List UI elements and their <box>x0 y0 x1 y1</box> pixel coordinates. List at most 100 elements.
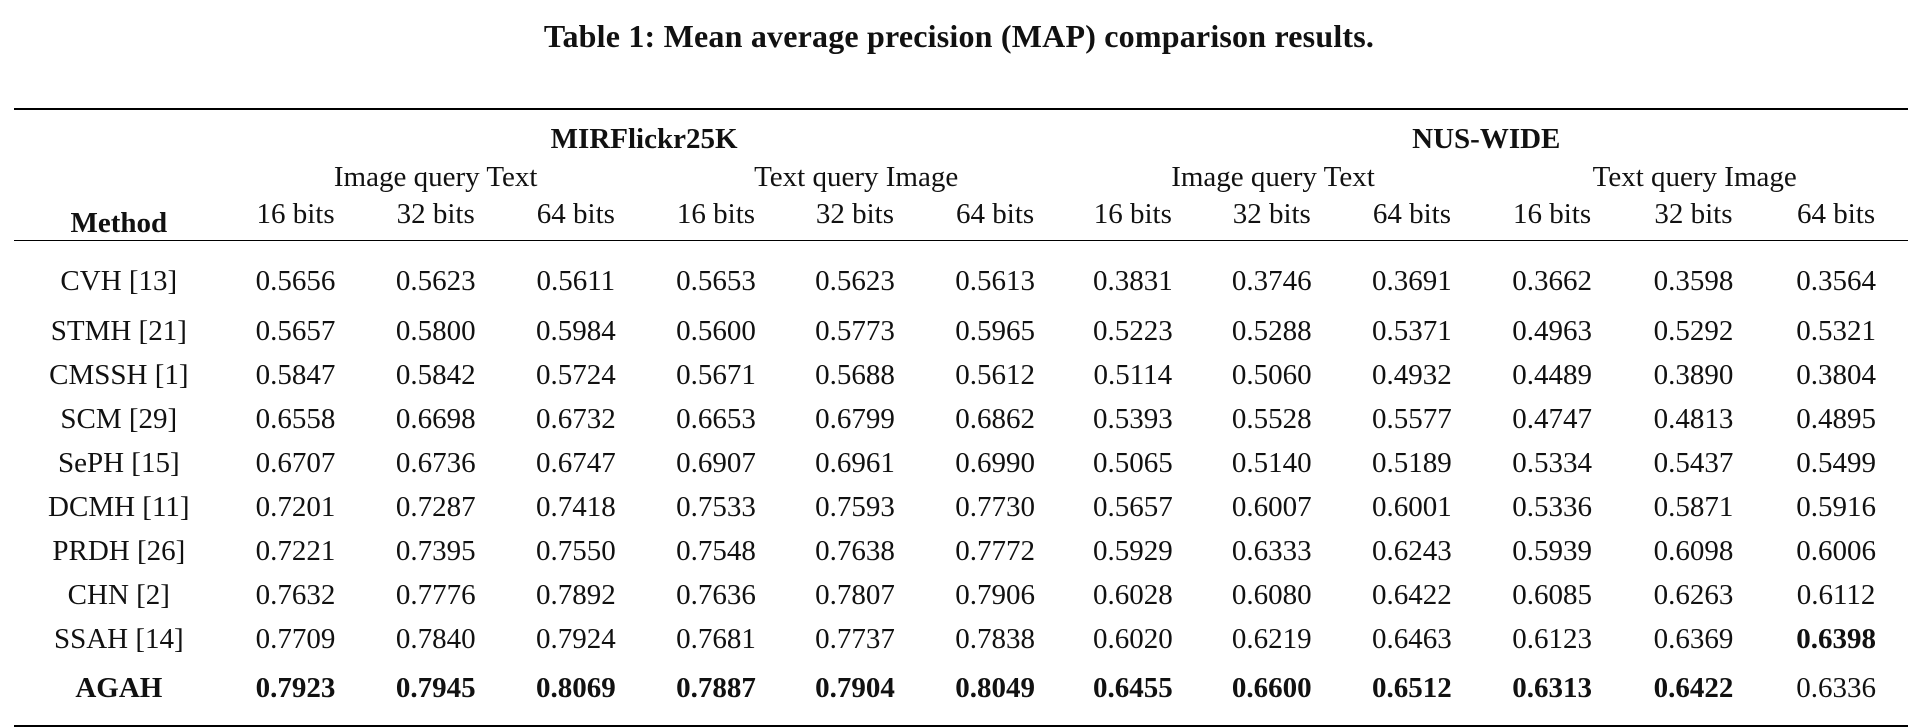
map-value-cell: 0.7636 <box>676 578 756 611</box>
map-value-cell: 0.7772 <box>955 534 1035 567</box>
map-value-cell: 0.6333 <box>1231 534 1312 567</box>
method-name-cell: SSAH [14] <box>53 622 184 655</box>
bits-header: 64 bits <box>1372 198 1451 230</box>
map-value-cell: 0.5613 <box>955 264 1035 297</box>
bits-header: 32 bits <box>1654 198 1733 230</box>
map-value-cell: 0.3691 <box>1372 264 1452 297</box>
direction-header: Text query Image <box>754 160 959 193</box>
map-value-cell: 0.6512 <box>1372 671 1452 704</box>
method-name-cell: CHN [2] <box>67 578 170 611</box>
map-value-cell: 0.5929 <box>1092 534 1173 567</box>
map-value-cell: 0.5292 <box>1653 314 1734 347</box>
map-value-cell: 0.7807 <box>815 578 895 611</box>
bits-header: 16 bits <box>1093 198 1172 230</box>
map-value-cell: 0.6313 <box>1512 671 1592 704</box>
bits-header: 16 bits <box>1513 198 1592 230</box>
map-value-cell: 0.6422 <box>1653 671 1734 704</box>
table-row: CVH [13] 0.5656 0.5623 0.5611 0.5653 0.5623 0.… <box>14 241 1908 310</box>
map-value-cell: 0.6006 <box>1796 534 1876 567</box>
map-value-cell: 0.7287 <box>395 490 476 523</box>
map-value-cell: 0.7892 <box>535 578 616 611</box>
map-value-cell: 0.7533 <box>676 490 756 523</box>
map-value-cell: 0.6736 <box>395 446 476 479</box>
map-value-cell: 0.4932 <box>1372 358 1452 391</box>
map-value-cell: 0.3804 <box>1796 358 1876 391</box>
map-value-cell: 0.3598 <box>1653 264 1734 297</box>
map-value-cell: 0.4747 <box>1512 402 1592 435</box>
map-value-cell: 0.5965 <box>955 314 1035 347</box>
map-value-cell: 0.7550 <box>535 534 616 567</box>
bits-header: 32 bits <box>396 198 475 230</box>
map-value-cell: 0.6020 <box>1092 622 1173 655</box>
map-value-cell: 0.6085 <box>1512 578 1592 611</box>
map-value-cell: 0.5984 <box>535 314 616 347</box>
map-value-cell: 0.5065 <box>1092 446 1173 479</box>
map-value-cell: 0.5656 <box>255 264 336 297</box>
map-value-cell: 0.5060 <box>1231 358 1312 391</box>
map-value-cell: 0.5288 <box>1231 314 1312 347</box>
map-value-cell: 0.5688 <box>815 358 895 391</box>
map-value-cell: 0.6263 <box>1653 578 1734 611</box>
map-value-cell: 0.5437 <box>1653 446 1734 479</box>
table-caption: Table 1: Mean average precision (MAP) co… <box>543 18 1375 54</box>
map-value-cell: 0.3746 <box>1231 264 1312 297</box>
direction-header: Image query Text <box>333 160 538 193</box>
map-value-cell: 0.3564 <box>1796 264 1876 297</box>
map-value-cell: 0.7632 <box>255 578 336 611</box>
map-value-cell: 0.5140 <box>1231 446 1312 479</box>
map-value-cell: 0.5916 <box>1796 490 1876 523</box>
map-value-cell: 0.6732 <box>535 402 616 435</box>
dataset-header-nuswide: NUS-WIDE <box>1412 123 1561 155</box>
map-value-cell: 0.7923 <box>255 671 336 704</box>
map-value-cell: 0.5499 <box>1796 446 1876 479</box>
table-body: CVH [13] 0.5656 0.5623 0.5611 0.5653 0.5623 0.… <box>14 241 1908 726</box>
map-value-cell: 0.8069 <box>535 671 616 704</box>
map-value-cell: 0.5871 <box>1653 490 1734 523</box>
map-value-cell: 0.5939 <box>1512 534 1592 567</box>
map-value-cell: 0.6698 <box>395 402 476 435</box>
map-value-cell: 0.5623 <box>395 264 476 297</box>
map-value-cell: 0.6001 <box>1372 490 1452 523</box>
method-name-cell: DCMH [11] <box>48 490 190 523</box>
map-value-cell: 0.5600 <box>676 314 756 347</box>
map-value-cell: 0.5842 <box>395 358 476 391</box>
map-value-cell: 0.5577 <box>1372 402 1452 435</box>
map-value-cell: 0.7737 <box>815 622 895 655</box>
map-value-cell: 0.6007 <box>1231 490 1312 523</box>
map-value-cell: 0.5671 <box>676 358 756 391</box>
map-value-cell: 0.5321 <box>1796 314 1876 347</box>
map-value-cell: 0.6961 <box>815 446 895 479</box>
map-value-cell: 0.5724 <box>535 358 616 391</box>
direction-header: Text query Image <box>1592 160 1797 193</box>
map-value-cell: 0.5371 <box>1372 314 1452 347</box>
map-value-cell: 0.6112 <box>1796 578 1876 611</box>
map-value-cell: 0.5223 <box>1092 314 1173 347</box>
map-value-cell: 0.7221 <box>255 534 336 567</box>
method-column-header: Method <box>14 109 224 241</box>
bits-header: 16 bits <box>256 198 335 230</box>
method-name-cell: CVH [13] <box>60 264 178 297</box>
map-value-cell: 0.6600 <box>1231 671 1312 704</box>
map-comparison-table: Method MIRFlickr25K NUS-WIDE Image query… <box>14 108 1908 727</box>
method-name-cell: SePH [15] <box>57 446 180 479</box>
map-value-cell: 0.5612 <box>955 358 1035 391</box>
map-value-cell: 0.3831 <box>1092 264 1173 297</box>
bits-header: 64 bits <box>536 198 615 230</box>
map-value-cell: 0.6369 <box>1653 622 1734 655</box>
map-value-cell: 0.7904 <box>815 671 895 704</box>
map-value-cell: 0.5334 <box>1512 446 1592 479</box>
direction-header: Image query Text <box>1171 160 1375 193</box>
map-value-cell: 0.4895 <box>1796 402 1876 435</box>
map-value-cell: 0.7924 <box>535 622 616 655</box>
map-value-cell: 0.6558 <box>255 402 336 435</box>
bits-header: 32 bits <box>1232 198 1311 230</box>
map-value-cell: 0.6990 <box>955 446 1035 479</box>
map-value-cell: 0.6080 <box>1231 578 1312 611</box>
map-value-cell: 0.5528 <box>1231 402 1312 435</box>
table-row: PRDH [26] 0.7221 0.7395 0.7550 0.7548 0.7638 0… <box>14 529 1908 573</box>
map-value-cell: 0.6123 <box>1512 622 1592 655</box>
table-row: AGAH 0.7923 0.7945 0.8069 0.7887 0.7904 0.8049… <box>14 661 1908 726</box>
map-value-cell: 0.8049 <box>955 671 1035 704</box>
map-value-cell: 0.6398 <box>1796 622 1876 655</box>
map-value-cell: 0.3662 <box>1512 264 1592 297</box>
